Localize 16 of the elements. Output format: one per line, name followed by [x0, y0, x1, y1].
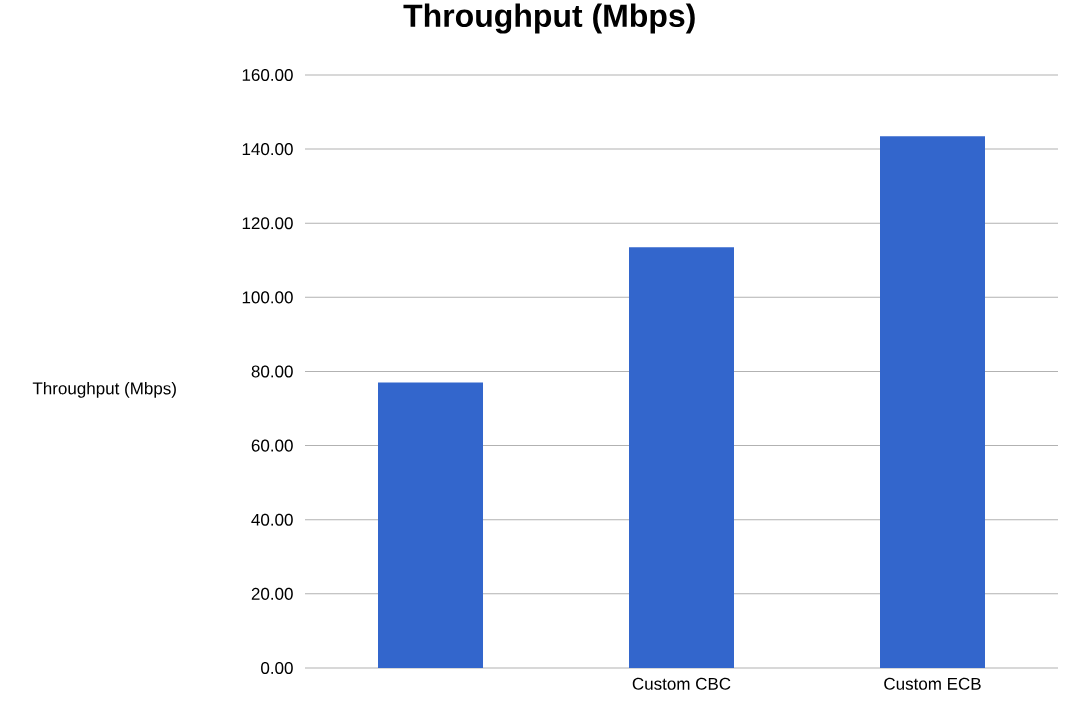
y-tick-label: 40.00	[251, 513, 293, 526]
y-tick-label: 0.00	[261, 661, 293, 675]
bar	[629, 247, 734, 668]
y-tick-label: 20.00	[251, 587, 293, 600]
chart-title: Throughput (Mbps)	[403, 3, 695, 34]
y-tick-label: 140.00	[242, 143, 293, 156]
y-axis-title: Throughput (Mbps)	[32, 381, 176, 398]
x-tick-label: Custom ECB	[884, 677, 981, 690]
y-tick-label: 160.00	[242, 68, 293, 82]
bar	[378, 382, 484, 668]
y-tick-label: 60.00	[251, 439, 293, 452]
bar	[880, 136, 985, 668]
y-tick-label: 100.00	[242, 291, 293, 304]
y-tick-label: 120.00	[242, 217, 293, 230]
x-tick-label: Custom CBC	[632, 677, 731, 690]
y-tick-label: 80.00	[251, 365, 293, 378]
